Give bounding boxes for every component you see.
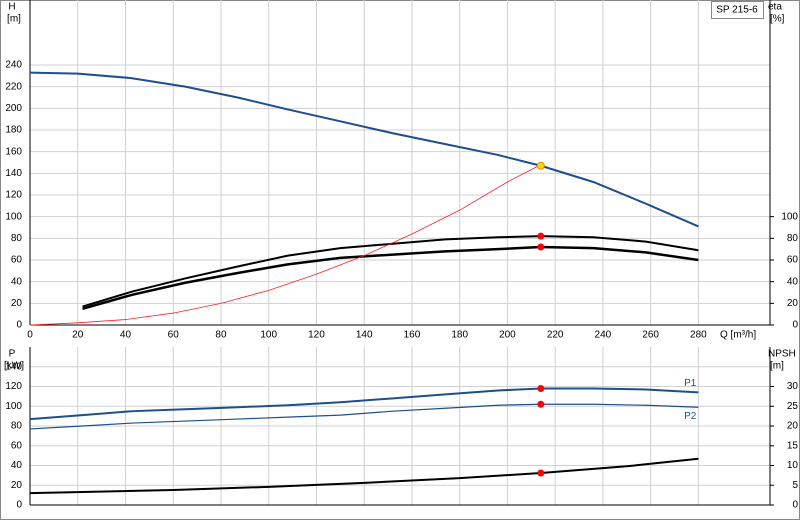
- y2-tick-label: 20: [787, 421, 799, 432]
- legend-box: [711, 1, 764, 19]
- curve: [82, 235, 699, 308]
- y-tick-label: 20: [11, 298, 23, 309]
- y2-tick-label: 30: [787, 381, 799, 392]
- series-label: P2: [684, 411, 697, 422]
- x-tick-label: 180: [451, 330, 468, 341]
- y-axis-unit: [m]: [7, 14, 21, 25]
- legend-label: SP 215-6: [716, 5, 758, 16]
- y2-tick-label: 0: [792, 320, 798, 331]
- x-tick-label: 260: [642, 330, 659, 341]
- y2-tick-label: 10: [787, 460, 799, 471]
- curve: [29, 403, 699, 430]
- operating-point: [537, 469, 545, 477]
- y2-axis-title: eta: [768, 2, 782, 13]
- x-tick-label: 120: [308, 330, 325, 341]
- x-tick-label: 200: [499, 330, 516, 341]
- y2-tick-label: 60: [787, 255, 799, 266]
- y-tick-label: 120: [5, 381, 22, 392]
- x-tick-label: 280: [690, 330, 707, 341]
- x-tick-label: 220: [547, 330, 564, 341]
- y2-tick-label: 15: [787, 440, 799, 451]
- y2-axis-title: NPSH: [768, 349, 796, 360]
- x-tick-label: 160: [404, 330, 421, 341]
- x-tick-label: 140: [356, 330, 373, 341]
- y-tick-label: 100: [5, 401, 22, 412]
- x-tick-label: 40: [120, 330, 132, 341]
- y-tick-label: 220: [5, 81, 22, 92]
- x-tick-label: 20: [72, 330, 84, 341]
- x-tick-label: 60: [168, 330, 180, 341]
- y-axis-title: P: [9, 349, 16, 360]
- y-tick-label: 0: [16, 500, 22, 511]
- curve: [82, 245, 699, 310]
- y2-axis-unit: [m]: [770, 361, 784, 372]
- y-tick-label: 60: [11, 440, 23, 451]
- y-tick-label: 100: [5, 211, 22, 222]
- x-tick-label: 80: [215, 330, 227, 341]
- y-tick-label: 140: [5, 168, 22, 179]
- y-tick-label: 80: [11, 421, 23, 432]
- x-axis-title: Q [m³/h]: [720, 330, 756, 341]
- y2-tick-label: 0: [792, 500, 798, 511]
- curve: [29, 71, 699, 228]
- y-tick-label: 40: [11, 276, 23, 287]
- curve: [29, 164, 542, 326]
- y-tick-label: 160: [5, 146, 22, 157]
- x-tick-label: 240: [595, 330, 612, 341]
- y-tick-label: 120: [5, 190, 22, 201]
- series-label: P1: [684, 378, 697, 389]
- curve: [29, 457, 699, 495]
- y-tick-label: 240: [5, 60, 22, 71]
- y-tick-label: 180: [5, 125, 22, 136]
- operating-point: [537, 243, 545, 251]
- y2-tick-label: 5: [792, 480, 798, 491]
- y2-tick-label: 100: [781, 211, 798, 222]
- operating-point: [536, 161, 545, 170]
- curve: [29, 387, 699, 421]
- y-tick-label: 140: [5, 361, 22, 372]
- y2-tick-label: 20: [787, 298, 799, 309]
- operating-point: [537, 400, 545, 408]
- y-axis-unit: [kW]: [4, 361, 24, 372]
- y-tick-label: 200: [5, 103, 22, 114]
- y-tick-label: 40: [11, 460, 23, 471]
- y2-tick-label: 40: [787, 276, 799, 287]
- y-tick-label: 80: [11, 233, 23, 244]
- x-tick-label: 0: [27, 330, 33, 341]
- operating-point: [537, 232, 545, 240]
- operating-point: [537, 384, 545, 392]
- y2-axis-unit: [%]: [770, 14, 785, 25]
- x-tick-label: 100: [260, 330, 277, 341]
- y-tick-label: 60: [11, 255, 23, 266]
- y2-tick-label: 25: [787, 401, 799, 412]
- y-tick-label: 0: [16, 320, 22, 331]
- y-axis-title: H: [8, 2, 15, 13]
- y2-tick-label: 80: [787, 233, 799, 244]
- y-tick-label: 20: [11, 480, 23, 491]
